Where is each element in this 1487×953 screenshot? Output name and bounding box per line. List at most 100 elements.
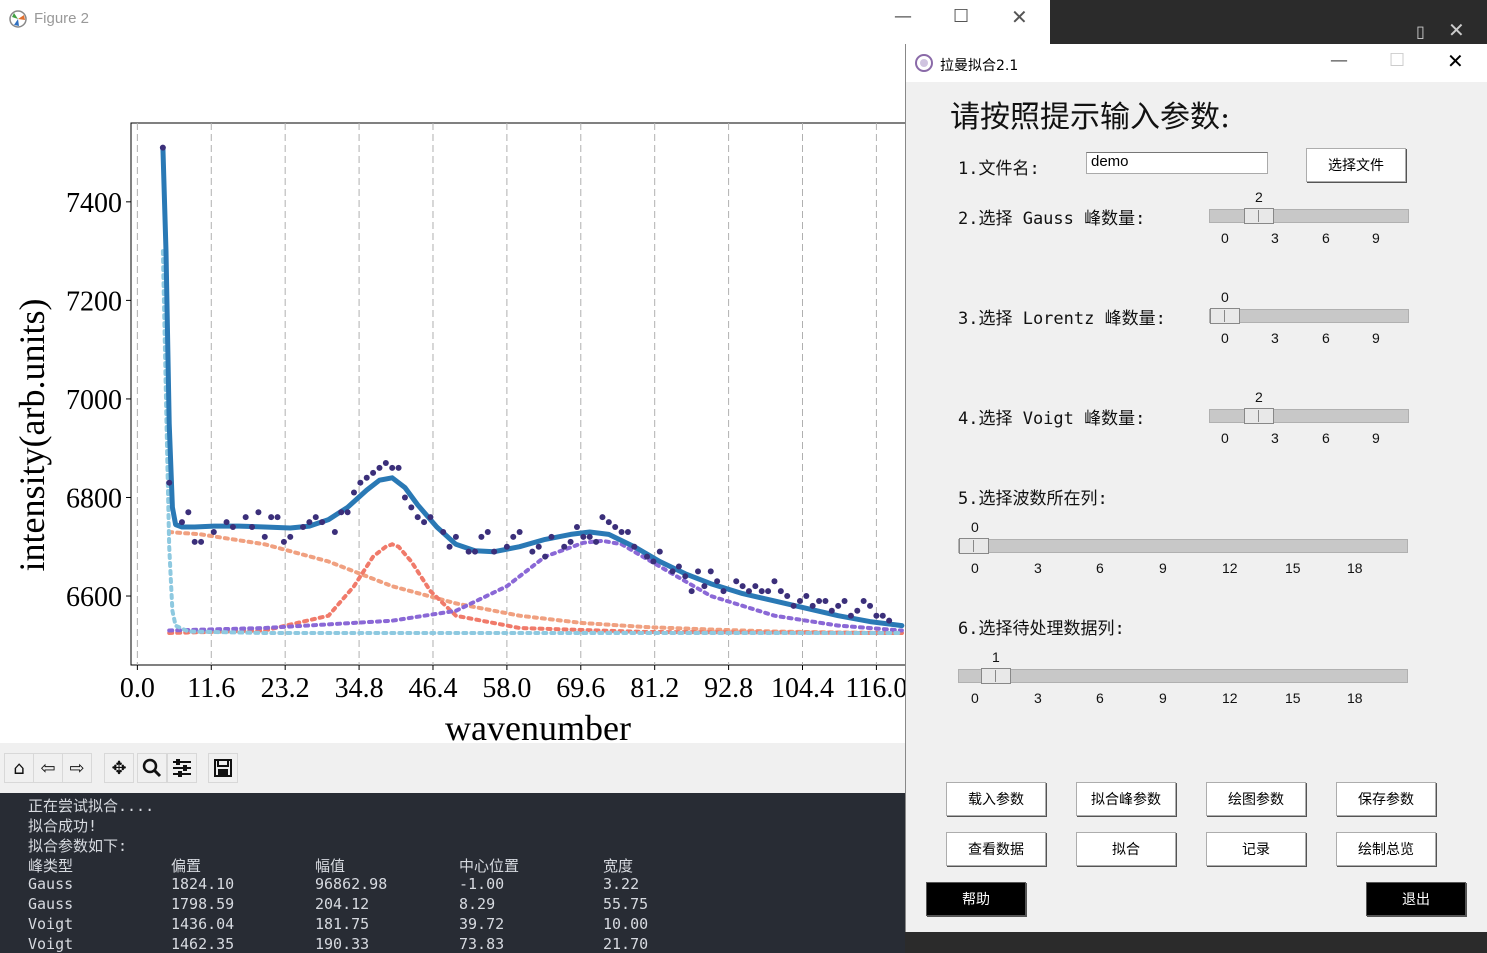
tick-label: 9 <box>1372 230 1380 246</box>
wave-column-value: 0 <box>971 519 979 535</box>
voigt-slider[interactable] <box>1209 408 1409 424</box>
exit-button[interactable]: 退出 <box>1366 882 1466 916</box>
tick-label: 6 <box>1322 230 1330 246</box>
data-column-slider[interactable] <box>958 668 1408 684</box>
component-line <box>167 538 904 633</box>
table-cell: 1436.04 <box>171 915 235 933</box>
wave-column-label: 5.选择波数所在列: <box>958 489 1108 509</box>
lorentz-label: 3.选择 Lorentz 峰数量: <box>958 309 1166 329</box>
voigt-label: 4.选择 Voigt 峰数量: <box>958 409 1146 429</box>
close-icon[interactable]: ✕ <box>1448 18 1465 42</box>
lorentz-slider-thumb[interactable] <box>1210 308 1240 324</box>
x-tick-label: 69.6 <box>556 673 605 704</box>
data-point <box>720 588 727 595</box>
tick-label: 6 <box>1322 330 1330 346</box>
data-point <box>357 479 364 486</box>
save-params-button[interactable]: 保存参数 <box>1336 782 1436 816</box>
grid <box>136 123 877 665</box>
data-column-slider-thumb[interactable] <box>981 668 1011 684</box>
zoom-icon[interactable] <box>137 753 167 783</box>
data-point <box>331 528 338 535</box>
data-point <box>319 519 326 526</box>
close-icon[interactable]: ✕ <box>1447 49 1464 73</box>
close-icon[interactable]: ✕ <box>1011 5 1028 29</box>
figure-window: Figure 2 — ☐ ✕ 0.0 11.6 23.2 34.8 46.4 58.0 69… <box>0 0 1050 793</box>
load-params-button[interactable]: 载入参数 <box>946 782 1046 816</box>
y-tick-label: 6600 <box>66 582 122 613</box>
save-icon[interactable] <box>208 753 238 783</box>
plot-canvas[interactable]: 0.0 11.6 23.2 34.8 46.4 58.0 69.6 81.2 92.8 104.4… <box>0 40 905 743</box>
console-line: 拟合参数如下: <box>28 837 128 855</box>
record-button[interactable]: 记录 <box>1206 832 1306 866</box>
y-tick-label: 7400 <box>66 188 122 219</box>
data-column-value: 1 <box>992 649 1000 665</box>
gauss-slider[interactable] <box>1209 208 1409 224</box>
gauss-slider-thumb[interactable] <box>1244 208 1274 224</box>
configure-icon[interactable] <box>167 753 197 783</box>
table-header: 中心位置 <box>459 857 520 875</box>
data-point <box>465 548 472 555</box>
data-point <box>535 543 542 550</box>
x-axis-label: wavenumber <box>445 708 631 743</box>
forward-icon[interactable]: ⇨ <box>62 753 92 783</box>
draw-overview-button[interactable]: 绘制总览 <box>1336 832 1436 866</box>
lorentz-value: 0 <box>1221 289 1229 305</box>
x-tick-label: 23.2 <box>261 673 310 704</box>
fit-peak-params-button[interactable]: 拟合峰参数 <box>1076 782 1176 816</box>
table-cell: 190.33 <box>315 935 370 953</box>
data-column-label: 6.选择待处理数据列: <box>958 619 1125 639</box>
minimize-icon[interactable]: — <box>894 6 912 27</box>
app-icon <box>915 54 933 72</box>
wave-column-slider[interactable] <box>958 538 1408 554</box>
help-button[interactable]: 帮助 <box>926 882 1026 916</box>
data-point <box>389 464 396 471</box>
file-name-input[interactable]: demo <box>1086 152 1268 174</box>
tick-label: 9 <box>1372 430 1380 446</box>
view-data-button[interactable]: 查看数据 <box>946 832 1046 866</box>
data-point <box>210 528 217 535</box>
data-point <box>860 597 867 604</box>
sidebar-toggle-icon[interactable]: ▯ <box>1416 22 1425 41</box>
data-point <box>739 583 746 590</box>
component-curves <box>160 249 904 635</box>
minimize-icon[interactable]: — <box>1330 50 1348 71</box>
data-point <box>586 533 593 540</box>
data-point <box>612 524 619 531</box>
console-line: 拟合成功! <box>28 817 98 835</box>
data-point <box>261 533 268 540</box>
back-icon[interactable]: ⇦ <box>33 753 63 783</box>
window-title: Figure 2 <box>34 10 90 27</box>
data-point <box>675 563 682 570</box>
x-tick-label: 92.8 <box>704 673 753 704</box>
maximize-icon[interactable]: ☐ <box>953 6 970 27</box>
tick-label: 12 <box>1222 560 1238 576</box>
data-point <box>338 509 345 516</box>
home-icon[interactable]: ⌂ <box>4 753 34 783</box>
data-point <box>478 533 485 540</box>
tick-label: 6 <box>1322 430 1330 446</box>
wave-column-slider-thumb[interactable] <box>959 538 989 554</box>
data-point <box>567 538 574 545</box>
tick-label: 0 <box>1221 430 1229 446</box>
data-point <box>395 464 402 471</box>
data-point <box>707 568 714 575</box>
data-point <box>242 514 249 521</box>
table-header: 偏置 <box>171 857 202 875</box>
data-point <box>484 528 491 535</box>
data-point <box>733 578 740 585</box>
gauss-value: 2 <box>1255 189 1263 205</box>
lorentz-slider[interactable] <box>1209 308 1409 324</box>
pan-icon[interactable]: ✥ <box>104 753 134 783</box>
voigt-slider-thumb[interactable] <box>1244 408 1274 424</box>
data-point <box>656 548 663 555</box>
x-tick-label: 81.2 <box>630 673 679 704</box>
select-file-button[interactable]: 选择文件 <box>1306 148 1406 182</box>
data-point <box>446 543 453 550</box>
table-cell: 39.72 <box>459 915 505 933</box>
data-point <box>618 528 625 535</box>
table-cell: -1.00 <box>459 875 505 893</box>
data-point <box>280 538 287 545</box>
table-cell: Gauss <box>28 895 74 913</box>
plot-params-button[interactable]: 绘图参数 <box>1206 782 1306 816</box>
fit-button[interactable]: 拟合 <box>1076 832 1176 866</box>
